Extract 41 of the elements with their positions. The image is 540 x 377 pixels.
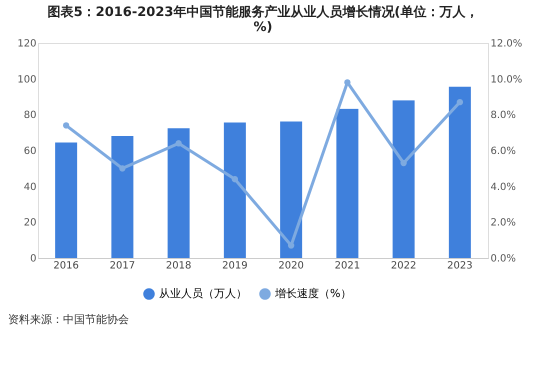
point — [62, 122, 70, 129]
bar — [168, 128, 190, 258]
y-tick-label: 100 — [17, 74, 36, 86]
y2-tick-label: 6.0% — [490, 146, 516, 157]
y-tick-label: 60 — [24, 146, 36, 157]
y-tick-label: 0 — [30, 254, 36, 264]
point — [400, 160, 407, 166]
y-tick-label: 20 — [24, 218, 36, 229]
bar — [336, 108, 358, 258]
x-tick-label: 2023 — [447, 260, 473, 272]
y2-tick-label: 8.0% — [490, 110, 516, 122]
x-tick-label: 2021 — [334, 260, 360, 272]
point — [119, 165, 126, 172]
y2-tick-label: 0.0% — [490, 254, 516, 264]
x-tick-label: 2018 — [166, 260, 192, 272]
x-tick-label: 2016 — [53, 260, 79, 272]
y2-tick-label: 10.0% — [490, 74, 522, 86]
y-tick-label: 120 — [17, 38, 36, 50]
bar — [224, 122, 246, 258]
bar — [448, 86, 471, 258]
chart-title: 图表5：2016-2023年中国节能服务产业从业人员增长情况(单位：万人，%) — [48, 4, 478, 35]
x-tick-label: 2020 — [278, 260, 304, 272]
point — [175, 140, 182, 146]
text: 资料来源：中国节能协会 — [8, 313, 129, 326]
x-tick-label: 2019 — [222, 260, 248, 272]
x-tick-label: 2017 — [110, 260, 136, 272]
legend-label: 从业人员（万人） — [159, 287, 247, 300]
y2-tick-label: 12.0% — [490, 38, 522, 50]
y2-tick-label: 4.0% — [490, 182, 516, 193]
legend-label: 增长速度（%） — [274, 287, 352, 300]
point — [232, 176, 238, 182]
y-tick-label: 40 — [24, 182, 36, 193]
bar — [111, 136, 134, 258]
bar — [392, 100, 415, 258]
point — [456, 98, 464, 106]
bar — [280, 121, 302, 258]
y2-tick-label: 2.0% — [490, 218, 516, 229]
bar — [55, 142, 78, 258]
x-tick-label: 2022 — [390, 260, 416, 272]
y-tick-label: 80 — [24, 110, 36, 122]
point — [288, 242, 294, 249]
